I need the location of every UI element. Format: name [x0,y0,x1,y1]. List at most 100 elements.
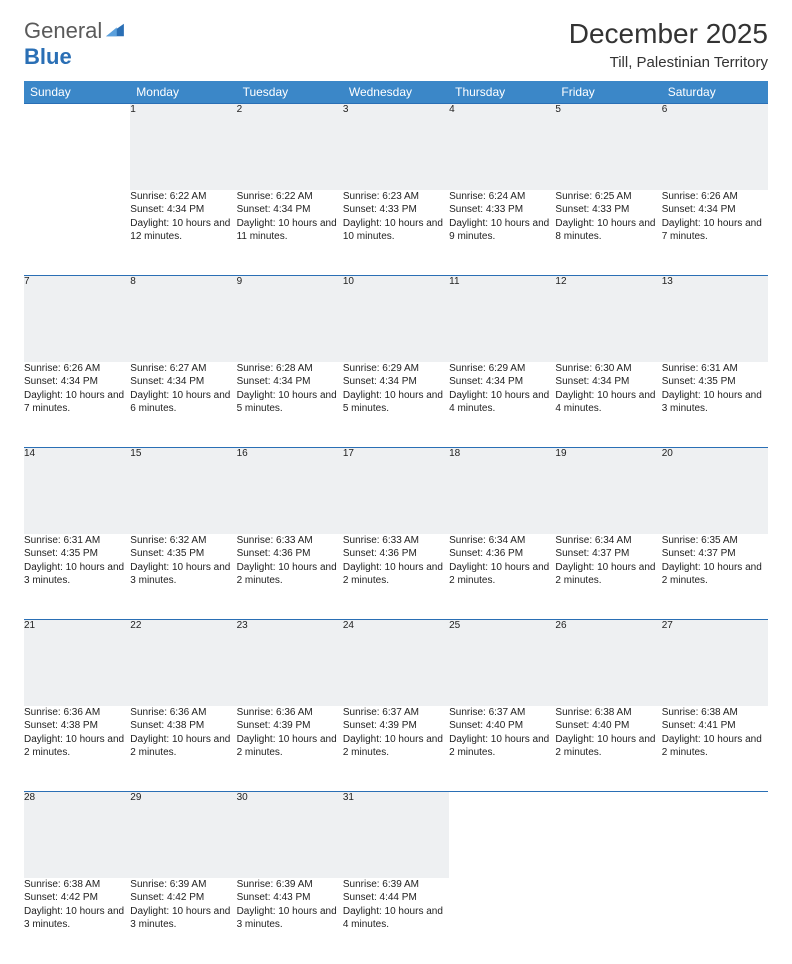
sunset-text: Sunset: 4:34 PM [555,375,661,389]
day-number: 12 [555,276,661,362]
sunset-text: Sunset: 4:43 PM [237,891,343,905]
sunrise-text: Sunrise: 6:26 AM [662,190,768,204]
sunset-text: Sunset: 4:37 PM [662,547,768,561]
content-row: Sunrise: 6:36 AMSunset: 4:38 PMDaylight:… [24,706,768,792]
sunset-text: Sunset: 4:42 PM [130,891,236,905]
calendar-table: SundayMondayTuesdayWednesdayThursdayFrid… [24,81,768,964]
daylight-text: Daylight: 10 hours and 2 minutes. [24,733,130,760]
sail-icon [104,18,126,34]
daylight-text: Daylight: 10 hours and 5 minutes. [343,389,449,416]
empty-daynum [555,792,661,878]
day-number: 29 [130,792,236,878]
sunrise-text: Sunrise: 6:38 AM [555,706,661,720]
sunset-text: Sunset: 4:36 PM [449,547,555,561]
day-cell: Sunrise: 6:25 AMSunset: 4:33 PMDaylight:… [555,190,661,276]
sunset-text: Sunset: 4:36 PM [343,547,449,561]
daylight-text: Daylight: 10 hours and 2 minutes. [343,561,449,588]
daylight-text: Daylight: 10 hours and 4 minutes. [449,389,555,416]
day-number: 2 [237,104,343,190]
day-number: 30 [237,792,343,878]
day-cell: Sunrise: 6:37 AMSunset: 4:39 PMDaylight:… [343,706,449,792]
weekday-header: Saturday [662,81,768,104]
weekday-header: Monday [130,81,236,104]
day-number: 5 [555,104,661,190]
header: General Blue December 2025 Till, Palesti… [24,18,768,71]
day-cell: Sunrise: 6:34 AMSunset: 4:36 PMDaylight:… [449,534,555,620]
sunrise-text: Sunrise: 6:31 AM [24,534,130,548]
weekday-header: Wednesday [343,81,449,104]
daylight-text: Daylight: 10 hours and 4 minutes. [343,905,449,932]
sunrise-text: Sunrise: 6:34 AM [449,534,555,548]
day-cell: Sunrise: 6:31 AMSunset: 4:35 PMDaylight:… [24,534,130,620]
daylight-text: Daylight: 10 hours and 2 minutes. [237,561,343,588]
location-subtitle: Till, Palestinian Territory [569,54,768,71]
content-row: Sunrise: 6:22 AMSunset: 4:34 PMDaylight:… [24,190,768,276]
sunrise-text: Sunrise: 6:27 AM [130,362,236,376]
content-row: Sunrise: 6:31 AMSunset: 4:35 PMDaylight:… [24,534,768,620]
empty-daynum [662,792,768,878]
empty-cell [449,878,555,964]
day-number: 21 [24,620,130,706]
sunrise-text: Sunrise: 6:34 AM [555,534,661,548]
day-cell: Sunrise: 6:29 AMSunset: 4:34 PMDaylight:… [343,362,449,448]
day-number: 16 [237,448,343,534]
sunrise-text: Sunrise: 6:37 AM [449,706,555,720]
daylight-text: Daylight: 10 hours and 4 minutes. [555,389,661,416]
day-number: 24 [343,620,449,706]
sunrise-text: Sunrise: 6:24 AM [449,190,555,204]
sunrise-text: Sunrise: 6:23 AM [343,190,449,204]
day-number: 20 [662,448,768,534]
day-cell: Sunrise: 6:26 AMSunset: 4:34 PMDaylight:… [24,362,130,448]
day-cell: Sunrise: 6:36 AMSunset: 4:38 PMDaylight:… [24,706,130,792]
day-cell: Sunrise: 6:38 AMSunset: 4:42 PMDaylight:… [24,878,130,964]
daylight-text: Daylight: 10 hours and 7 minutes. [662,217,768,244]
day-number: 9 [237,276,343,362]
sunrise-text: Sunrise: 6:33 AM [237,534,343,548]
sunrise-text: Sunrise: 6:29 AM [449,362,555,376]
day-cell: Sunrise: 6:23 AMSunset: 4:33 PMDaylight:… [343,190,449,276]
sunrise-text: Sunrise: 6:25 AM [555,190,661,204]
day-cell: Sunrise: 6:35 AMSunset: 4:37 PMDaylight:… [662,534,768,620]
daynum-row: 21222324252627 [24,620,768,706]
daylight-text: Daylight: 10 hours and 11 minutes. [237,217,343,244]
content-row: Sunrise: 6:26 AMSunset: 4:34 PMDaylight:… [24,362,768,448]
sunset-text: Sunset: 4:44 PM [343,891,449,905]
daylight-text: Daylight: 10 hours and 2 minutes. [662,733,768,760]
daylight-text: Daylight: 10 hours and 8 minutes. [555,217,661,244]
sunset-text: Sunset: 4:33 PM [343,203,449,217]
sunrise-text: Sunrise: 6:36 AM [130,706,236,720]
day-cell: Sunrise: 6:29 AMSunset: 4:34 PMDaylight:… [449,362,555,448]
weekday-header: Thursday [449,81,555,104]
day-cell: Sunrise: 6:30 AMSunset: 4:34 PMDaylight:… [555,362,661,448]
empty-cell [24,190,130,276]
day-cell: Sunrise: 6:36 AMSunset: 4:39 PMDaylight:… [237,706,343,792]
day-number: 4 [449,104,555,190]
daynum-row: 14151617181920 [24,448,768,534]
sunrise-text: Sunrise: 6:39 AM [343,878,449,892]
day-number: 19 [555,448,661,534]
sunset-text: Sunset: 4:38 PM [130,719,236,733]
day-number: 15 [130,448,236,534]
sunset-text: Sunset: 4:42 PM [24,891,130,905]
sunset-text: Sunset: 4:39 PM [343,719,449,733]
sunrise-text: Sunrise: 6:38 AM [24,878,130,892]
sunset-text: Sunset: 4:33 PM [555,203,661,217]
day-number: 10 [343,276,449,362]
day-number: 23 [237,620,343,706]
daylight-text: Daylight: 10 hours and 2 minutes. [555,561,661,588]
day-number: 8 [130,276,236,362]
daynum-row: 78910111213 [24,276,768,362]
sunset-text: Sunset: 4:34 PM [662,203,768,217]
day-cell: Sunrise: 6:22 AMSunset: 4:34 PMDaylight:… [130,190,236,276]
daylight-text: Daylight: 10 hours and 3 minutes. [662,389,768,416]
day-number: 25 [449,620,555,706]
day-cell: Sunrise: 6:37 AMSunset: 4:40 PMDaylight:… [449,706,555,792]
day-number: 26 [555,620,661,706]
day-number: 11 [449,276,555,362]
sunset-text: Sunset: 4:34 PM [237,375,343,389]
calendar-head: SundayMondayTuesdayWednesdayThursdayFrid… [24,81,768,104]
sunrise-text: Sunrise: 6:35 AM [662,534,768,548]
daylight-text: Daylight: 10 hours and 3 minutes. [130,561,236,588]
daynum-row: 28293031 [24,792,768,878]
day-cell: Sunrise: 6:26 AMSunset: 4:34 PMDaylight:… [662,190,768,276]
